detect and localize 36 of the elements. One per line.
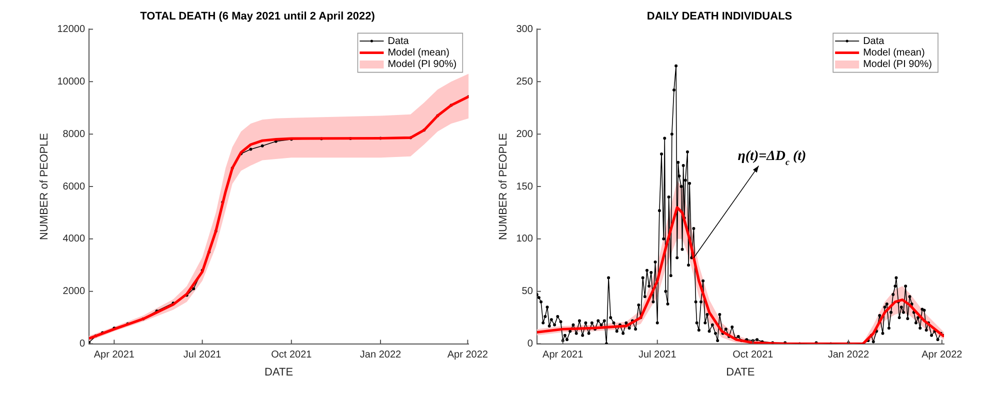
y-tick-label: 6000: [62, 181, 86, 192]
y-tick-label: 50: [522, 286, 534, 298]
y-tick-label: 12000: [57, 24, 86, 35]
x-tick-label: Apr 2022: [922, 350, 963, 361]
y-tick-label: 150: [516, 181, 534, 192]
x-tick-label: Apr 2021: [542, 350, 584, 361]
chart-title: DAILY DEATH INDIVIDUALS: [646, 10, 792, 23]
y-tick-label: 4000: [62, 234, 86, 245]
legend-label: Data: [863, 36, 885, 47]
y-tick-label: 100: [516, 234, 534, 245]
y-axis-title: NUMBER of PEOPLE: [498, 133, 510, 240]
x-axis-title: DATE: [726, 366, 755, 378]
y-tick-label: 200: [516, 128, 534, 140]
x-tick-label: Jul 2021: [638, 350, 677, 361]
y-tick-label: 250: [516, 76, 534, 88]
legend-label: Model (mean): [863, 48, 925, 58]
y-axis-title: NUMBER of PEOPLE: [38, 133, 51, 240]
y-tick-label: 10000: [57, 76, 86, 88]
legend-label: Model (PI 90%): [863, 59, 932, 70]
y-tick-label: 2000: [62, 286, 86, 298]
legend-label: Model (mean): [388, 48, 450, 58]
x-axis-title: DATE: [264, 366, 294, 378]
legend-label: Model (PI 90%): [388, 59, 457, 70]
x-tick-label: Jul 2021: [183, 350, 222, 361]
x-tick-label: Oct 2021: [271, 350, 312, 361]
y-tick-label: 300: [516, 24, 534, 35]
x-tick-label: Oct 2021: [732, 350, 774, 361]
x-tick-label: Apr 2021: [94, 350, 135, 361]
legend-label: Data: [388, 36, 410, 47]
x-tick-label: Jan 2022: [360, 350, 402, 361]
chart-title: TOTAL DEATH (6 May 2021 until 2 April 2022): [140, 10, 376, 23]
y-tick-label: 0: [79, 338, 86, 350]
y-tick-label: 0: [527, 338, 534, 350]
x-tick-label: Apr 2022: [447, 350, 488, 361]
y-tick-label: 8000: [62, 128, 86, 140]
x-tick-label: Jan 2022: [828, 350, 870, 361]
